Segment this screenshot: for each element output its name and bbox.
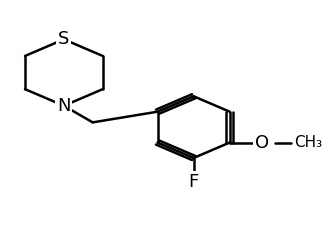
Text: F: F	[189, 173, 199, 191]
Text: N: N	[57, 97, 71, 115]
Text: CH₃: CH₃	[294, 135, 322, 150]
Text: O: O	[255, 133, 269, 151]
Text: S: S	[58, 30, 69, 48]
